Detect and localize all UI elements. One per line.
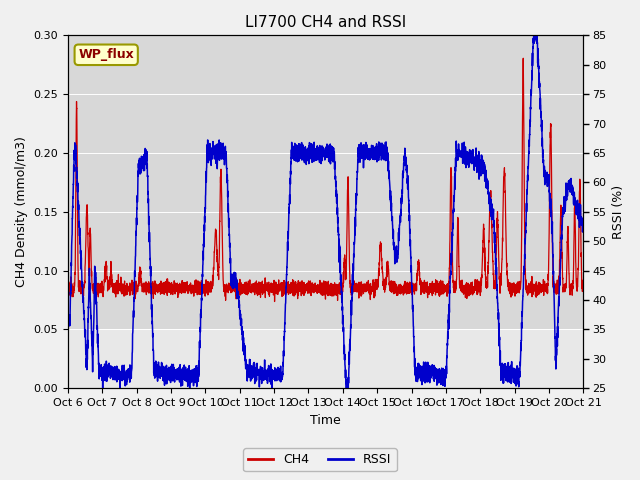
Y-axis label: RSSI (%): RSSI (%) [612, 185, 625, 239]
Y-axis label: CH4 Density (mmol/m3): CH4 Density (mmol/m3) [15, 136, 28, 287]
X-axis label: Time: Time [310, 414, 341, 427]
Bar [68, 36, 583, 212]
Text: WP_flux: WP_flux [78, 48, 134, 61]
Legend: CH4, RSSI: CH4, RSSI [243, 448, 397, 471]
Title: LI7700 CH4 and RSSI: LI7700 CH4 and RSSI [245, 15, 406, 30]
Bar [68, 212, 583, 329]
